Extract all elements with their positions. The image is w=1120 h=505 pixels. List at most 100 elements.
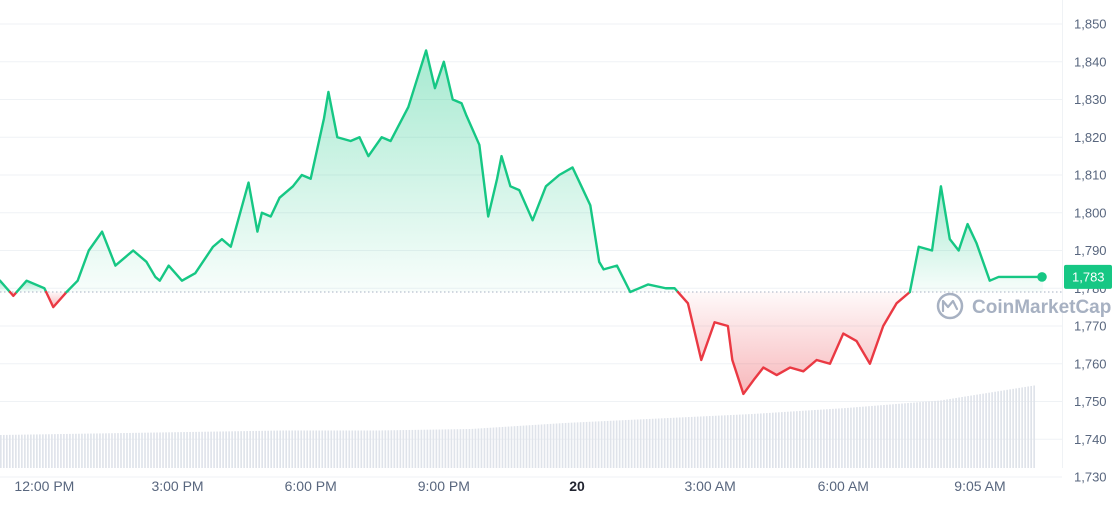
- volume-bar: [756, 413, 759, 468]
- volume-bar: [684, 417, 687, 468]
- volume-bar: [171, 432, 173, 468]
- volume-bar: [456, 429, 459, 468]
- volume-bar: [126, 432, 128, 468]
- volume-bar: [501, 426, 504, 468]
- volume-bar: [60, 434, 62, 468]
- volume-bar: [528, 425, 531, 468]
- volume-bar: [546, 424, 549, 468]
- volume-bar: [447, 429, 450, 468]
- volume-bar: [708, 416, 711, 468]
- volume-bar: [856, 407, 858, 468]
- volume-bar: [531, 425, 534, 468]
- volume-bar: [102, 433, 104, 468]
- volume-bar: [693, 416, 696, 468]
- volume-bar: [609, 420, 612, 468]
- volume-bar: [510, 426, 513, 468]
- volume-bar: [201, 431, 203, 468]
- volume-bar: [465, 429, 468, 468]
- volume-bar: [489, 427, 492, 468]
- volume-bar: [540, 424, 543, 468]
- volume-bar: [835, 408, 837, 468]
- watermark-text: CoinMarketCap: [972, 297, 1111, 318]
- volume-bar: [159, 432, 161, 468]
- volume-bar: [186, 432, 188, 468]
- volume-bar: [432, 429, 435, 468]
- volume-bar: [555, 423, 558, 468]
- volume-bar: [492, 427, 495, 468]
- volume-bar: [949, 398, 951, 468]
- volume-bar: [639, 419, 642, 468]
- volume-bar: [357, 430, 360, 468]
- volume-bar: [874, 405, 876, 468]
- volume-bar: [543, 424, 546, 468]
- volume-bar: [889, 404, 891, 468]
- volume-bar: [225, 431, 227, 468]
- volume-bar: [750, 414, 753, 468]
- volume-bar: [246, 431, 248, 468]
- volume-bar: [645, 419, 648, 468]
- volume-bar: [318, 430, 321, 468]
- volume-bar: [66, 433, 68, 468]
- volume-bar: [796, 411, 798, 468]
- volume-bar: [321, 430, 324, 468]
- volume-bar: [612, 420, 615, 468]
- volume-bar: [369, 430, 372, 468]
- volume-bar: [282, 430, 285, 468]
- price-line-up: [15, 279, 48, 294]
- volume-bar: [672, 417, 675, 468]
- volume-bar: [462, 429, 465, 468]
- volume-bar: [778, 412, 780, 468]
- volume-bar: [955, 397, 957, 468]
- volume-bar: [817, 409, 819, 468]
- y-tick-label: 1,810: [1074, 168, 1107, 183]
- volume-bar: [985, 393, 987, 468]
- volume-bar: [1000, 390, 1002, 468]
- volume-bar: [84, 433, 86, 468]
- volume-bar: [354, 430, 357, 468]
- volume-bar: [426, 429, 429, 468]
- volume-bar: [108, 433, 110, 468]
- volume-bar: [663, 418, 666, 468]
- volume-bar: [63, 433, 65, 468]
- volume-bar: [666, 418, 669, 468]
- volume-bar: [976, 394, 978, 468]
- volume-bar: [372, 430, 375, 468]
- volume-bar: [690, 416, 693, 468]
- volume-bar: [768, 412, 771, 468]
- volume-bar: [216, 431, 218, 468]
- volume-bar: [787, 411, 789, 468]
- volume-bar: [222, 431, 224, 468]
- volume-bar: [687, 417, 690, 468]
- volume-bar: [585, 421, 588, 468]
- volume-bar: [868, 406, 870, 468]
- volume-bar: [522, 425, 525, 468]
- volume-bar: [898, 403, 900, 468]
- volume-bar: [360, 430, 363, 468]
- volume-bar: [480, 428, 483, 468]
- volume-bar: [378, 430, 381, 468]
- x-tick-label: 20: [569, 478, 585, 494]
- volume-bar: [1009, 389, 1011, 468]
- volume-bar: [315, 430, 318, 468]
- volume-bar: [141, 432, 143, 468]
- y-tick-label: 1,740: [1074, 432, 1107, 447]
- volume-bar: [669, 417, 672, 468]
- volume-bar: [507, 426, 510, 468]
- volume-bar: [165, 432, 167, 468]
- x-tick-label: 9:05 AM: [954, 478, 1005, 494]
- volume-bar: [597, 421, 600, 468]
- volume-bar: [93, 433, 95, 468]
- volume-bar: [366, 430, 369, 468]
- volume-bar: [934, 400, 936, 468]
- volume-bar: [753, 413, 756, 468]
- volume-bar: [841, 408, 843, 468]
- volume-bar: [913, 402, 915, 468]
- volume-bar: [525, 425, 528, 468]
- volume-bar: [844, 408, 846, 468]
- volume-bar: [273, 430, 276, 468]
- volume-bar: [39, 434, 41, 468]
- volume-bar: [711, 415, 714, 468]
- volume-bar: [270, 430, 273, 468]
